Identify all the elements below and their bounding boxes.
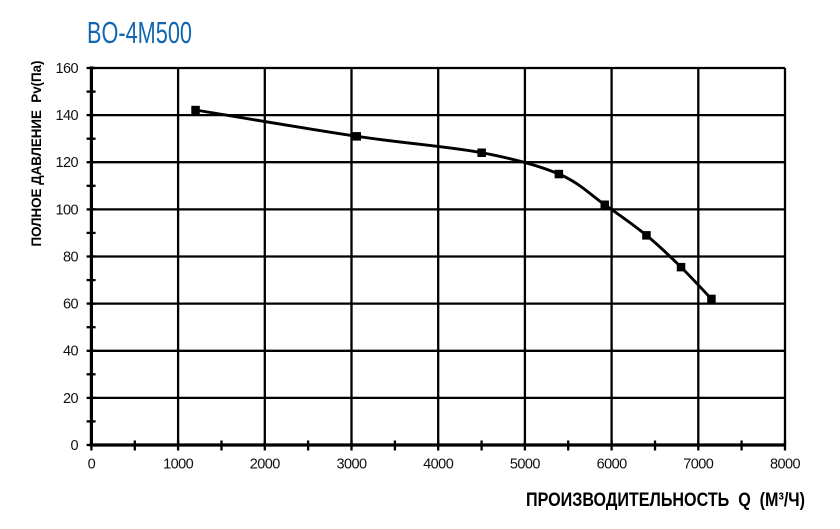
svg-text:40: 40 [63,344,79,360]
svg-text:80: 80 [63,249,79,265]
svg-text:140: 140 [55,108,78,124]
svg-text:4000: 4000 [423,457,454,473]
svg-text:3000: 3000 [336,457,367,473]
svg-text:7000: 7000 [683,457,714,473]
svg-text:0: 0 [70,438,78,454]
svg-text:2000: 2000 [250,457,281,473]
svg-text:8000: 8000 [770,457,801,473]
svg-text:5000: 5000 [510,457,541,473]
svg-text:6000: 6000 [597,457,628,473]
svg-text:BO-4M500: BO-4M500 [87,15,192,50]
svg-text:160: 160 [55,61,78,77]
svg-text:0: 0 [88,457,96,473]
svg-text:1000: 1000 [163,457,194,473]
svg-text:20: 20 [63,391,79,407]
svg-text:60: 60 [63,297,79,313]
svg-text:ПРОИЗВОДИТЕЛЬНОСТЬ Q (М³/Ч): ПРОИЗВОДИТЕЛЬНОСТЬ Q (М³/Ч) [526,490,805,511]
svg-text:120: 120 [55,155,78,171]
svg-text:100: 100 [55,202,78,218]
svg-text:ПОЛНОЕ ДАВЛЕНИЕ Pv(Па): ПОЛНОЕ ДАВЛЕНИЕ Pv(Па) [28,61,44,247]
